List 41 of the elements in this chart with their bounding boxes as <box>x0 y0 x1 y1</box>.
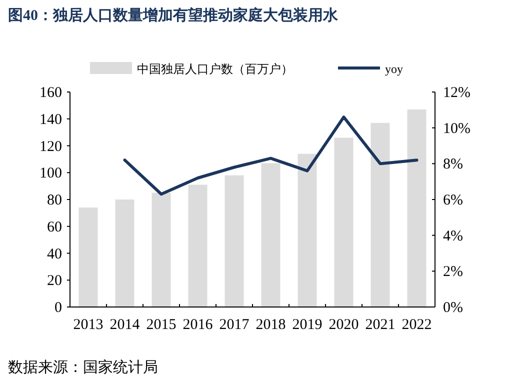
x-tick-label: 2015 <box>146 317 176 333</box>
y-tick-label: 140 <box>40 112 62 128</box>
bar <box>188 184 208 307</box>
bar <box>115 200 134 307</box>
x-tick-label: 2014 <box>110 317 140 333</box>
y-tick-label: 60 <box>47 219 62 236</box>
line-series <box>123 116 418 196</box>
y-tick-label: 80 <box>47 192 62 208</box>
bar <box>224 175 244 307</box>
y-tick-label: 20 <box>47 273 62 290</box>
y2-tick-label: 12% <box>443 85 470 101</box>
bar <box>370 122 390 307</box>
x-tick-label: 2021 <box>365 317 396 333</box>
bar <box>334 138 354 307</box>
bar <box>78 208 98 307</box>
x-tick-label: 2019 <box>292 317 322 333</box>
y2-tick-label: 8% <box>443 156 463 173</box>
y-tick-label: 40 <box>47 246 62 262</box>
legend-label: yoy <box>385 62 403 76</box>
x-tick-label: 2013 <box>73 317 104 333</box>
x-tick-label: 2016 <box>182 317 214 333</box>
bar <box>152 192 171 307</box>
y-tick-label: 160 <box>40 85 62 101</box>
y2-tick-label: 2% <box>443 264 463 280</box>
bar <box>298 154 317 307</box>
y2-tick-label: 0% <box>443 300 463 316</box>
chart-title: 图40：独居人口数量增加有望推动家庭大包装用水 <box>8 6 339 24</box>
bar <box>261 163 280 307</box>
y-tick-label: 100 <box>40 166 62 182</box>
y2-tick-label: 4% <box>443 228 463 244</box>
x-tick-label: 2020 <box>328 317 359 333</box>
source-note: 数据来源：国家统计局 <box>8 359 158 376</box>
y2-tick-label: 10% <box>443 120 470 137</box>
x-tick-label: 2022 <box>402 317 432 333</box>
bar <box>407 109 426 307</box>
y-tick-label: 120 <box>40 138 62 155</box>
x-tick-label: 2018 <box>256 317 286 333</box>
legend-label: 中国独居人口户数（百万户） <box>137 62 293 76</box>
y-tick-label: 0 <box>54 300 62 316</box>
y2-tick-label: 6% <box>443 192 463 208</box>
x-tick-label: 2017 <box>219 317 250 333</box>
